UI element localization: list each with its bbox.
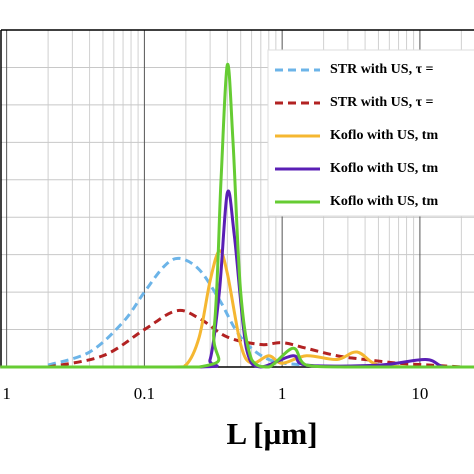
x-tick-label: 1 [278, 384, 287, 403]
x-tick-label: 0.1 [134, 384, 155, 403]
legend-label: STR with US, τ = [330, 95, 434, 110]
x-axis-label: L [µm] [226, 416, 317, 451]
legend-label: Koflo with US, tm [330, 161, 438, 176]
legend-label: Koflo with US, tm [330, 128, 438, 143]
x-tick-label: 1 [2, 384, 11, 403]
x-tick-label: 10 [411, 384, 428, 403]
series-line [47, 256, 348, 369]
series-line [0, 62, 474, 369]
legend-label: STR with US, τ = [330, 62, 434, 77]
legend-label: Koflo with US, tm [330, 194, 438, 209]
series-line [0, 249, 474, 369]
legend: STR with US, τ = STR with US, τ = Koflo wi… [267, 49, 474, 217]
legend-box [267, 49, 474, 217]
series-line [47, 308, 462, 369]
